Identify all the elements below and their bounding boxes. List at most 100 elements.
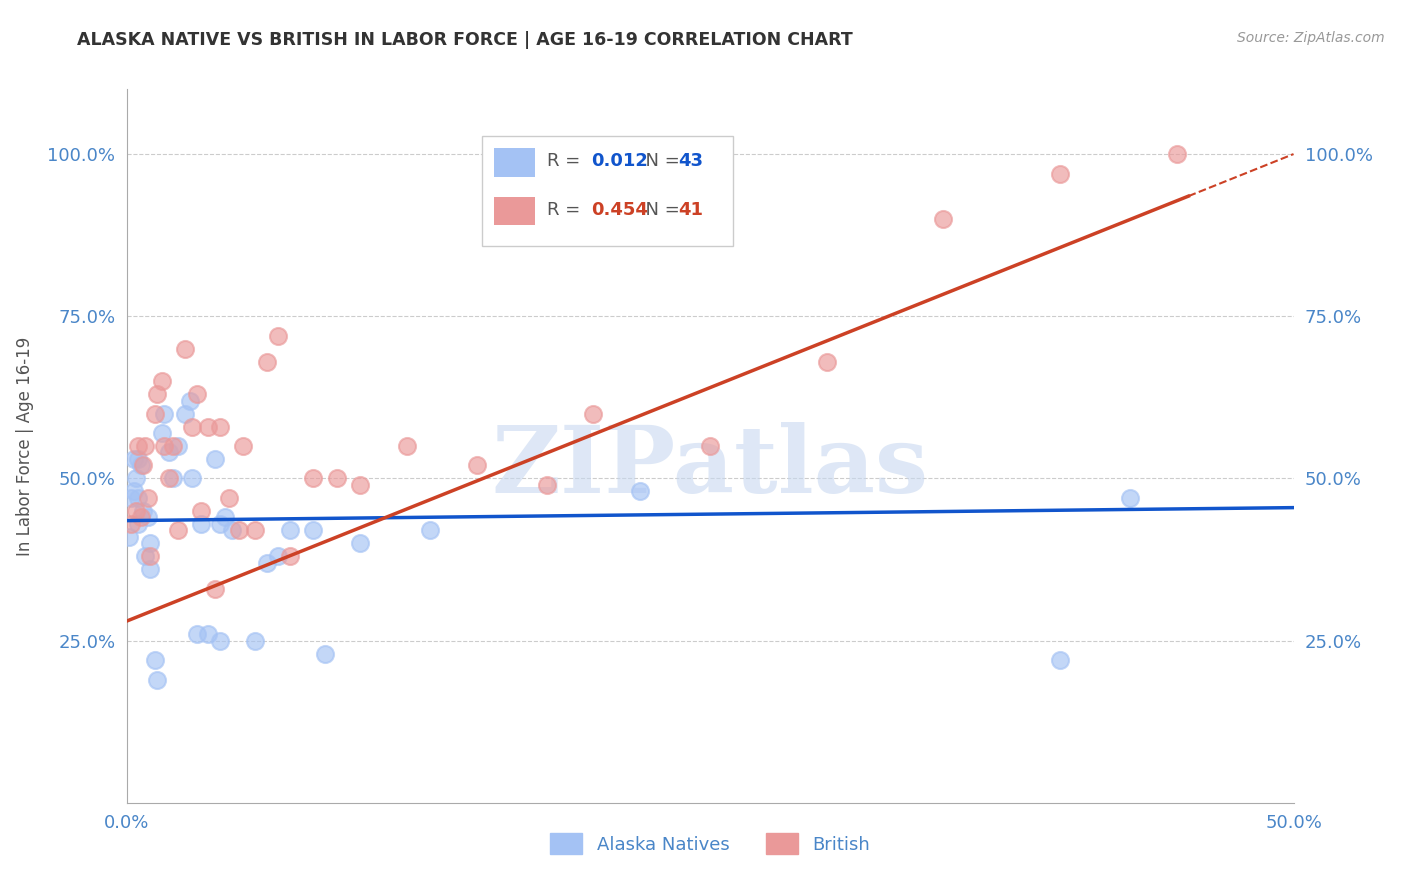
Point [221, 524, 243, 538]
Text: ZIPatlas: ZIPatlas [492, 423, 928, 512]
Point [186, 387, 208, 401]
Point [150, 374, 173, 388]
Point [143, 653, 166, 667]
Point [125, 471, 148, 485]
Text: R =: R = [547, 201, 586, 219]
Text: 0.012: 0.012 [591, 153, 648, 170]
Text: R =: R = [547, 153, 586, 170]
Text: Source: ZipAtlas.com: Source: ZipAtlas.com [1237, 31, 1385, 45]
Point [536, 478, 558, 492]
Point [197, 627, 219, 641]
Point [278, 549, 301, 564]
Text: 43: 43 [679, 153, 703, 170]
Point [815, 354, 838, 368]
Text: N =: N = [634, 201, 686, 219]
Point [125, 504, 148, 518]
Point [325, 471, 347, 485]
Point [136, 510, 159, 524]
Point [127, 439, 149, 453]
Point [134, 549, 156, 564]
Point [256, 354, 278, 368]
FancyBboxPatch shape [482, 136, 734, 246]
Point [143, 407, 166, 421]
Point [243, 633, 266, 648]
Point [243, 524, 266, 538]
Point [162, 439, 184, 453]
Point [1049, 167, 1071, 181]
Point [465, 458, 488, 473]
Point [174, 407, 197, 421]
Point [186, 627, 208, 641]
Point [162, 471, 184, 485]
Point [208, 633, 231, 648]
Y-axis label: In Labor Force | Age 16-19: In Labor Force | Age 16-19 [15, 336, 34, 556]
Point [232, 439, 254, 453]
Point [118, 530, 141, 544]
Point [120, 491, 142, 505]
Legend: Alaska Natives, British: Alaska Natives, British [543, 826, 877, 862]
Point [197, 419, 219, 434]
Point [214, 510, 236, 524]
Text: N =: N = [634, 153, 686, 170]
Point [179, 393, 201, 408]
Point [146, 673, 169, 687]
Point [174, 342, 197, 356]
FancyBboxPatch shape [494, 197, 534, 226]
Point [628, 484, 651, 499]
Text: 41: 41 [679, 201, 703, 219]
Point [204, 582, 226, 596]
Point [127, 516, 149, 531]
Point [208, 516, 231, 531]
Point [278, 524, 301, 538]
Point [129, 458, 152, 473]
Point [150, 425, 173, 440]
Point [157, 471, 180, 485]
Point [349, 478, 371, 492]
Point [302, 524, 325, 538]
Point [190, 516, 212, 531]
Point [129, 510, 152, 524]
Text: ALASKA NATIVE VS BRITISH IN LABOR FORCE | AGE 16-19 CORRELATION CHART: ALASKA NATIVE VS BRITISH IN LABOR FORCE … [77, 31, 853, 49]
Point [146, 387, 169, 401]
Point [190, 504, 212, 518]
Point [153, 439, 176, 453]
Point [267, 549, 290, 564]
Point [699, 439, 721, 453]
Point [180, 419, 202, 434]
Point [167, 439, 190, 453]
FancyBboxPatch shape [494, 148, 534, 177]
Point [395, 439, 418, 453]
Point [419, 524, 441, 538]
Point [167, 524, 190, 538]
Point [136, 491, 159, 505]
Point [180, 471, 202, 485]
Point [132, 458, 155, 473]
Point [122, 484, 145, 499]
Text: 0.454: 0.454 [591, 201, 648, 219]
Point [127, 452, 149, 467]
Point [127, 491, 149, 505]
Point [932, 211, 955, 226]
Point [349, 536, 371, 550]
Point [228, 524, 250, 538]
Point [157, 445, 180, 459]
Point [1119, 491, 1142, 505]
Point [208, 419, 231, 434]
Point [256, 556, 278, 570]
Point [267, 328, 290, 343]
Point [204, 452, 226, 467]
Point [122, 452, 145, 467]
Point [153, 407, 176, 421]
Point [120, 516, 142, 531]
Point [132, 504, 155, 518]
Point [302, 471, 325, 485]
Point [314, 647, 336, 661]
Point [218, 491, 240, 505]
Point [139, 549, 162, 564]
Point [582, 407, 605, 421]
Point [1166, 147, 1188, 161]
Point [134, 439, 156, 453]
Point [1049, 653, 1071, 667]
Point [139, 562, 162, 576]
Point [139, 536, 162, 550]
